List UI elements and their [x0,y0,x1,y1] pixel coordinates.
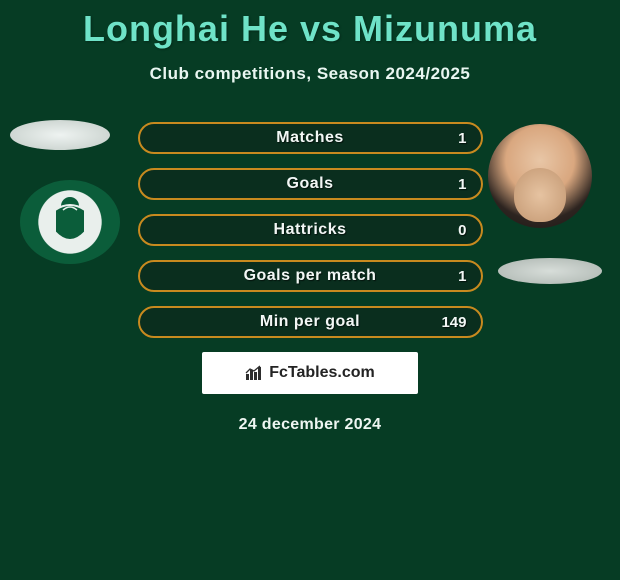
player-silhouette-icon [10,120,110,150]
stat-label: Goals [287,175,334,193]
stats-container: Matches 1 Goals 1 Hattricks 0 Goals per … [138,122,483,338]
stat-row: Hattricks 0 [138,214,483,246]
stat-row: Goals per match 1 [138,260,483,292]
player-photo-icon [488,124,592,228]
stat-right-value: 1 [458,268,466,285]
stat-right-value: 149 [441,314,466,331]
attribution-badge[interactable]: FcTables.com [202,352,418,394]
stat-right-value: 0 [458,222,466,239]
stat-row: Goals 1 [138,168,483,200]
stat-row: Matches 1 [138,122,483,154]
date-label: 24 december 2024 [0,416,620,434]
stat-label: Min per goal [260,313,360,331]
club-crest-icon [20,180,120,264]
stat-label: Goals per match [244,267,377,285]
stat-label: Hattricks [274,221,347,239]
stat-row: Min per goal 149 [138,306,483,338]
attribution-text: FcTables.com [269,364,375,382]
stat-label: Matches [276,129,344,147]
stat-right-value: 1 [458,176,466,193]
stat-right-value: 1 [458,130,466,147]
page-title: Longhai He vs Mizunuma [0,0,620,50]
subtitle: Club competitions, Season 2024/2025 [0,64,620,84]
player-silhouette-icon [498,258,602,284]
bar-chart-icon [245,364,263,382]
